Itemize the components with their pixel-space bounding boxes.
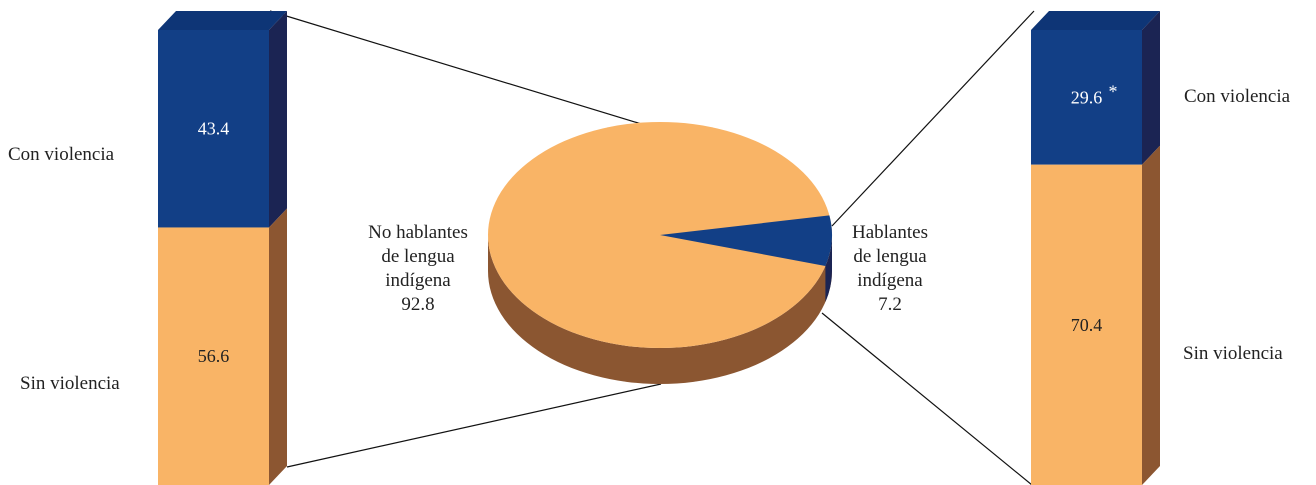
connector-left-top xyxy=(269,10,649,127)
right-bar-segment-violence xyxy=(1031,30,1142,165)
pie-label-hablantes-line1: Hablantes xyxy=(852,222,928,243)
right-label-con-violencia: Con violencia xyxy=(1184,86,1291,107)
pie-value-no-hablantes: 92.8 xyxy=(401,294,434,315)
right-stacked-bar: 29.6 * 70.4 Con violencia Sin violencia xyxy=(1031,11,1291,485)
left-bar-side-no-violence xyxy=(269,208,287,485)
left-bar-side-violence xyxy=(269,11,287,228)
connector-lines xyxy=(269,10,1035,485)
connector-right-bottom xyxy=(821,312,1033,485)
right-bar-side-no-violence xyxy=(1142,145,1160,485)
right-bar-side-violence xyxy=(1142,11,1160,165)
left-label-con-violencia: Con violencia xyxy=(8,144,115,165)
left-bar-segment-no-violence xyxy=(158,227,269,485)
pie-label-hablantes: Hablantes de lengua indígena 7.2 xyxy=(852,222,928,315)
right-bar-segment-no-violence xyxy=(1031,164,1142,485)
right-bar-value-marker: * xyxy=(1109,81,1118,101)
left-bar-value-no-violence: 56.6 xyxy=(198,346,230,366)
left-bar-segment-violence xyxy=(158,30,269,228)
pie-chart xyxy=(488,122,832,384)
pie-side-wall xyxy=(488,235,832,384)
pie-label-hablantes-line3: indígena xyxy=(857,270,923,291)
right-label-sin-violencia: Sin violencia xyxy=(1183,343,1283,364)
pie-label-no-hablantes-line1: No hablantes xyxy=(368,222,468,243)
pie-label-no-hablantes-line2: de lengua xyxy=(381,246,455,267)
left-stacked-bar: 43.4 56.6 Con violencia Sin violencia xyxy=(8,11,287,485)
pie-slice-hablantes xyxy=(660,215,832,266)
left-bar-top-face xyxy=(158,11,287,30)
connector-left-bottom xyxy=(286,383,662,468)
pie-label-no-hablantes: No hablantes de lengua indígena 92.8 xyxy=(368,222,468,315)
right-bar-top-face xyxy=(1031,11,1160,30)
right-bar-value-violence: 29.6 xyxy=(1071,87,1103,107)
left-label-sin-violencia: Sin violencia xyxy=(20,373,120,394)
pie-label-hablantes-line2: de lengua xyxy=(853,246,927,267)
right-bar-value-no-violence: 70.4 xyxy=(1071,315,1103,335)
pie-label-no-hablantes-line3: indígena xyxy=(385,270,451,291)
pie-value-hablantes: 7.2 xyxy=(878,294,902,315)
pie-side-wall-small xyxy=(825,235,832,302)
connector-right-top xyxy=(831,10,1035,227)
left-bar-value-violence: 43.4 xyxy=(198,119,230,139)
